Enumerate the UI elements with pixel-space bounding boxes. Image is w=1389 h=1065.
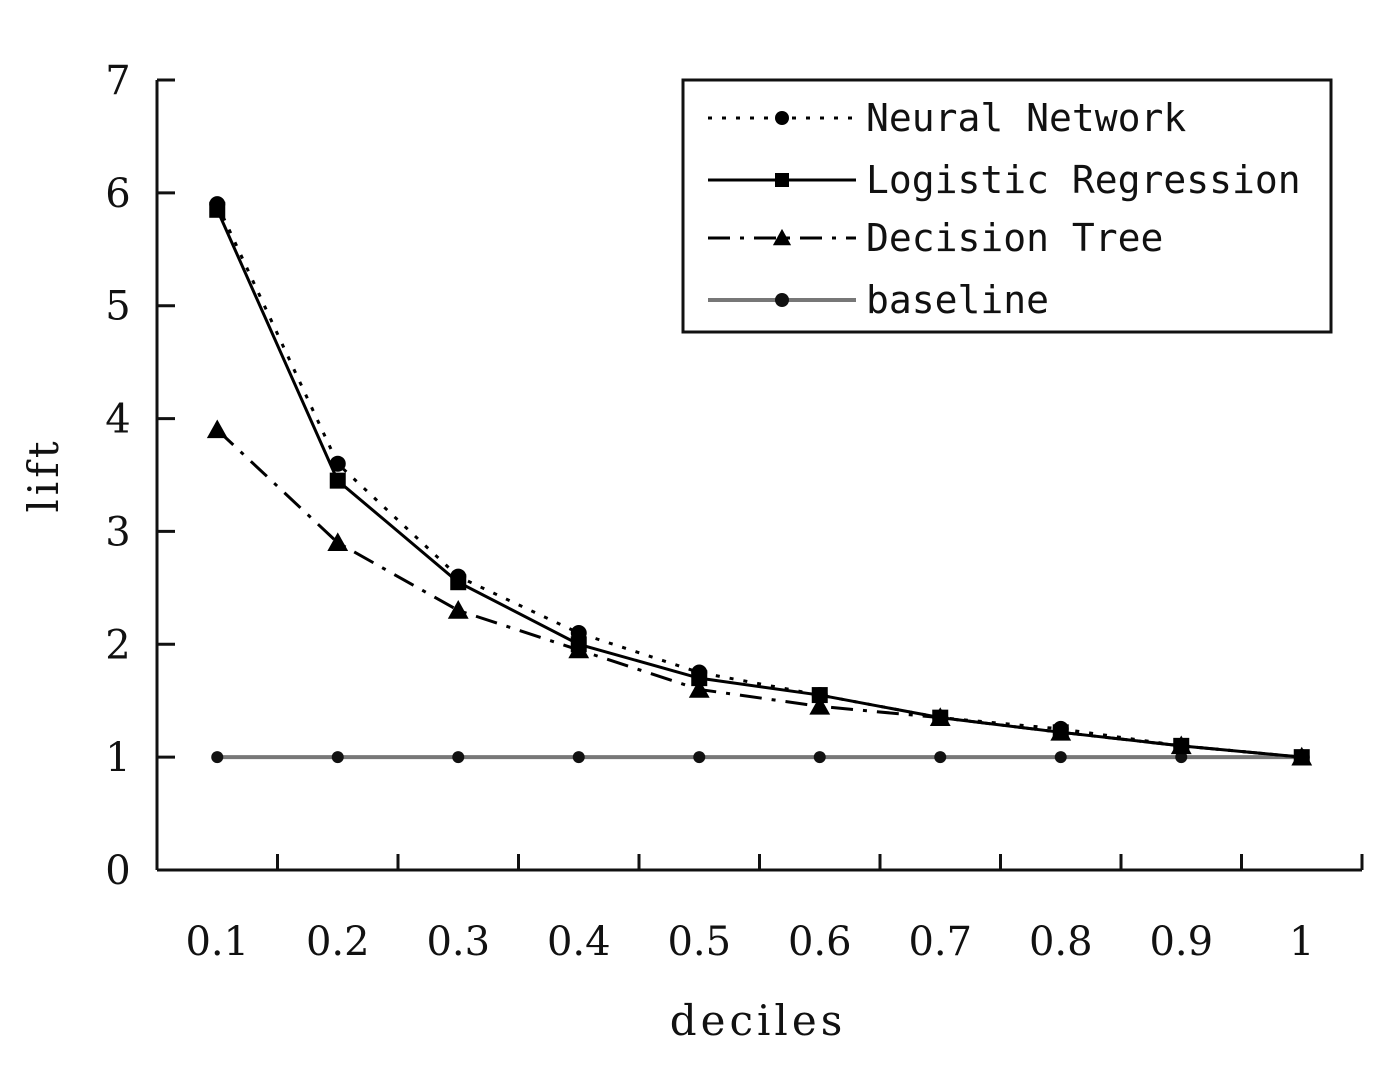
data-point-baseline <box>331 751 344 764</box>
data-point-neural-network <box>450 568 467 585</box>
legend-label: Logistic Regression <box>866 158 1301 202</box>
legend-item-neural-network: Neural Network <box>708 96 1186 140</box>
y-axis-label: lift <box>19 437 68 512</box>
x-tick-label: 0.9 <box>1149 919 1213 965</box>
data-point-neural-network <box>932 709 949 726</box>
data-point-neural-network <box>209 196 226 213</box>
data-point-baseline <box>693 751 706 764</box>
series-line-decision-tree <box>216 428 1302 759</box>
data-point-neural-network <box>329 455 346 472</box>
x-tick-label: 0.3 <box>426 919 490 965</box>
data-point-neural-network <box>1052 720 1069 737</box>
legend-item-logistic-regression: Logistic Regression <box>708 158 1301 202</box>
data-point-decision-tree <box>809 695 831 715</box>
y-tick-label: 5 <box>105 284 130 330</box>
data-point-neural-network <box>1293 749 1310 766</box>
data-point-baseline <box>211 751 224 764</box>
y-tick-label: 7 <box>105 58 130 104</box>
y-tick-label: 2 <box>105 622 130 668</box>
data-point-baseline <box>452 751 465 764</box>
data-point-decision-tree <box>688 679 710 698</box>
series-neural-network <box>209 196 1310 766</box>
data-point-decision-tree <box>206 419 228 439</box>
legend-label: baseline <box>866 278 1049 322</box>
legend-swatch-marker <box>775 111 789 125</box>
data-point-decision-tree <box>447 600 469 619</box>
series-line-neural-network <box>215 203 1302 759</box>
legend: Neural Network Logistic Regression Decisio… <box>681 78 1333 334</box>
legend-item-decision-tree: Decision Tree <box>708 216 1163 260</box>
x-tick-label: 1 <box>1289 919 1314 965</box>
y-tick-label: 3 <box>105 509 130 555</box>
data-point-decision-tree <box>327 532 349 552</box>
legend-box <box>681 78 1333 334</box>
y-tick-label: 0 <box>105 848 130 894</box>
y-tick-label: 1 <box>105 735 130 781</box>
legend-swatch-marker <box>775 173 789 187</box>
data-point-logistic-regression <box>570 636 587 653</box>
series-baseline <box>211 751 1308 764</box>
axes <box>155 78 1364 872</box>
y-tick-label: 4 <box>105 397 130 443</box>
data-point-logistic-regression <box>329 472 346 489</box>
x-tick-label: 0.2 <box>306 919 370 965</box>
legend-swatch-marker <box>772 228 792 246</box>
x-tick-label: 0.1 <box>185 919 249 965</box>
y-tick-label: 6 <box>105 171 130 217</box>
data-point-baseline <box>572 751 585 764</box>
data-point-baseline <box>813 751 826 764</box>
legend-item-baseline: baseline <box>708 278 1049 322</box>
data-point-neural-network <box>691 664 708 681</box>
data-point-baseline <box>1054 751 1067 764</box>
x-tick-label: 0.6 <box>788 919 852 965</box>
series-line-logistic-regression <box>215 209 1302 759</box>
legend-swatch-marker <box>775 293 789 307</box>
x-axis-label: deciles <box>670 996 847 1045</box>
series-layer <box>206 196 1313 766</box>
legend-label: Neural Network <box>866 96 1186 140</box>
x-tick-label: 0.7 <box>908 919 972 965</box>
x-tick-label: 0.5 <box>667 919 731 965</box>
legend-label: Decision Tree <box>866 216 1163 260</box>
x-tick-label: 0.4 <box>547 919 611 965</box>
tick-labels: 0 1 2 3 4 5 6 7 0.1 0.2 0.3 0.4 0.5 0.6 0.7 0.8 0.9 1 <box>105 58 1314 965</box>
data-point-baseline <box>934 751 947 764</box>
data-point-neural-network <box>570 625 587 641</box>
data-point-neural-network <box>811 687 828 704</box>
series-decision-tree <box>206 419 1313 766</box>
x-tick-label: 0.8 <box>1029 919 1093 965</box>
data-point-neural-network <box>1173 737 1190 754</box>
